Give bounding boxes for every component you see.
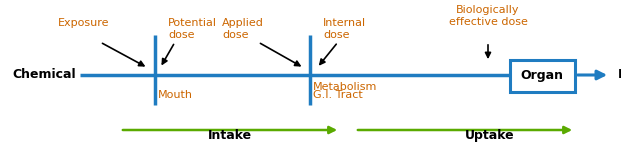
Text: Mouth: Mouth (158, 90, 193, 100)
Text: Exposure: Exposure (58, 18, 109, 28)
Text: G.I. Tract: G.I. Tract (313, 90, 363, 100)
Text: Applied
dose: Applied dose (222, 18, 264, 40)
Text: Effect: Effect (618, 69, 621, 82)
Text: Chemical: Chemical (12, 69, 76, 82)
Bar (510, 60, 575, 92)
Text: Potential
dose: Potential dose (168, 18, 217, 40)
Text: Organ: Organ (520, 70, 563, 82)
Text: Biologically
effective dose: Biologically effective dose (448, 5, 527, 27)
Text: Metabolism: Metabolism (313, 82, 378, 92)
Text: Internal
dose: Internal dose (323, 18, 366, 40)
Text: Intake: Intake (208, 129, 252, 142)
Text: Uptake: Uptake (465, 129, 515, 142)
